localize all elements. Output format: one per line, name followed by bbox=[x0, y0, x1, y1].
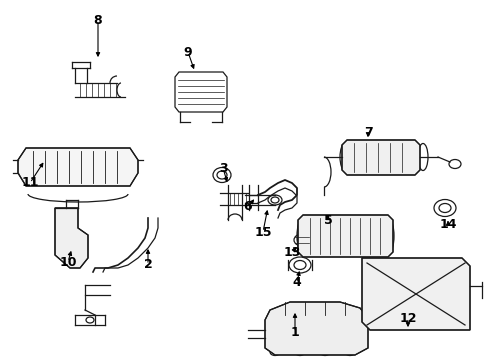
Polygon shape bbox=[298, 215, 393, 257]
Text: 9: 9 bbox=[184, 45, 192, 58]
Text: 2: 2 bbox=[144, 258, 152, 271]
Text: 5: 5 bbox=[323, 213, 332, 226]
Text: 10: 10 bbox=[59, 256, 77, 269]
Text: 7: 7 bbox=[364, 126, 372, 139]
Text: 4: 4 bbox=[293, 276, 301, 289]
Text: 13: 13 bbox=[283, 247, 301, 260]
Polygon shape bbox=[342, 140, 420, 175]
Text: 14: 14 bbox=[439, 219, 457, 231]
Polygon shape bbox=[265, 302, 368, 355]
Text: 3: 3 bbox=[219, 162, 227, 175]
Text: 6: 6 bbox=[244, 201, 252, 213]
Polygon shape bbox=[18, 148, 138, 186]
Text: 1: 1 bbox=[291, 325, 299, 338]
Text: 12: 12 bbox=[399, 311, 417, 324]
Text: 15: 15 bbox=[254, 225, 272, 238]
Polygon shape bbox=[55, 208, 88, 268]
Text: 11: 11 bbox=[21, 176, 39, 189]
Polygon shape bbox=[362, 258, 470, 330]
Text: 8: 8 bbox=[94, 13, 102, 27]
